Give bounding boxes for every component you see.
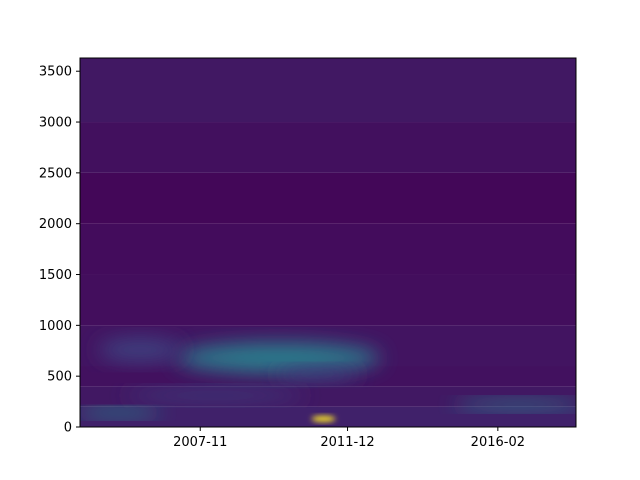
x-tick-label: 2011-12: [320, 435, 374, 450]
heatmap-bands: [80, 58, 576, 427]
heatmap-feature: [125, 389, 306, 402]
heatmap-feature: [98, 338, 183, 361]
heatmap-feature: [311, 415, 336, 422]
heatmap-band: [80, 58, 576, 123]
x-tick-label: 2016-02: [471, 435, 525, 450]
heatmap-band: [80, 172, 576, 224]
y-tick-label: 1000: [39, 319, 72, 334]
y-tick-label: 2000: [39, 217, 72, 232]
heatmap-feature: [275, 368, 360, 381]
heatmap-band: [80, 223, 576, 275]
plot-frame: [79, 57, 577, 428]
heatmap-feature: [452, 400, 576, 410]
y-tick-label: 3000: [39, 116, 72, 131]
heatmap-band: [80, 122, 576, 173]
heatmap-feature: [176, 342, 381, 374]
y-tick-label: 2500: [39, 166, 72, 181]
y-tick-label: 3500: [39, 65, 72, 80]
heatmap-features: [80, 338, 576, 422]
y-tick-label: 0: [64, 421, 72, 436]
y-axis: 0 500 1000 1500 2000 2500 3000 3500: [39, 65, 80, 436]
heatmap-band: [80, 274, 576, 326]
heatmap-feature: [80, 408, 162, 417]
plot-area: [79, 57, 577, 428]
x-axis: 2007-11 2011-12 2016-02: [173, 427, 525, 450]
y-tick-label: 500: [47, 370, 72, 385]
y-tick-label: 1500: [39, 268, 72, 283]
x-tick-label: 2007-11: [173, 435, 227, 450]
